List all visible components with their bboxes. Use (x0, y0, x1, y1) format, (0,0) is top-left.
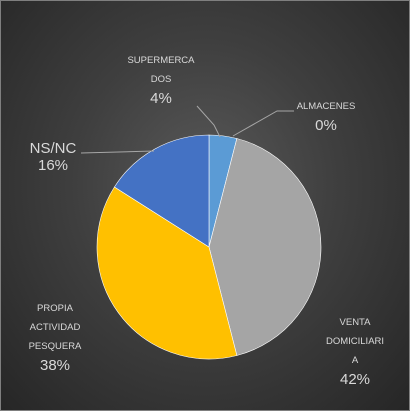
leader-line-supermercados (196, 105, 221, 138)
data-label-propia-actividad-pesquera: PROPIA ACTIVIDAD PESQUERA 38% (29, 303, 82, 374)
slice-value-venta-domiciliaria: 42% (340, 371, 370, 388)
slice-name-supermercados-line-2: DOS (151, 74, 172, 85)
slice-value-supermercados: 4% (150, 90, 172, 107)
data-label-supermercados: SUPERMERCA DOS 4% (127, 55, 195, 107)
data-labels: SUPERMERCA DOS 4% ALMACENES 0% VENTA DOMICILIA… (29, 55, 384, 388)
slice-venta-domiciliaria (208, 138, 322, 356)
slice-name-propia-actividad-pesquera-line-2: ACTIVIDAD (30, 322, 81, 333)
slice-propia-actividad-pesquera (96, 186, 238, 360)
slice-name-ns-nc: NS/NC (30, 140, 77, 157)
pie-slices (96, 134, 322, 360)
slice-value-almacenes: 0% (315, 117, 337, 134)
leader-lines (80, 105, 294, 154)
slice-name-supermercados-line-1: SUPERMERCA (127, 55, 195, 66)
leader-line-ns-nc (80, 150, 155, 154)
slice-ns-nc (114, 134, 210, 248)
slice-name-venta-domiciliaria-line-3: A (352, 355, 359, 366)
leader-line-almacenes (232, 110, 294, 137)
data-label-venta-domiciliaria: VENTA DOMICILIARI A 42% (326, 317, 384, 388)
slice-name-venta-domiciliaria-line-1: VENTA (340, 317, 372, 328)
data-label-almacenes: ALMACENES 0% (297, 101, 356, 134)
slice-name-almacenes: ALMACENES (297, 101, 356, 112)
slice-name-propia-actividad-pesquera-line-1: PROPIA (37, 303, 74, 314)
slice-value-ns-nc: 16% (38, 157, 68, 174)
slice-name-venta-domiciliaria-line-2: DOMICILIARI (326, 336, 384, 347)
slice-name-propia-actividad-pesquera-line-3: PESQUERA (29, 341, 82, 352)
slice-value-propia-actividad-pesquera: 38% (40, 357, 70, 374)
